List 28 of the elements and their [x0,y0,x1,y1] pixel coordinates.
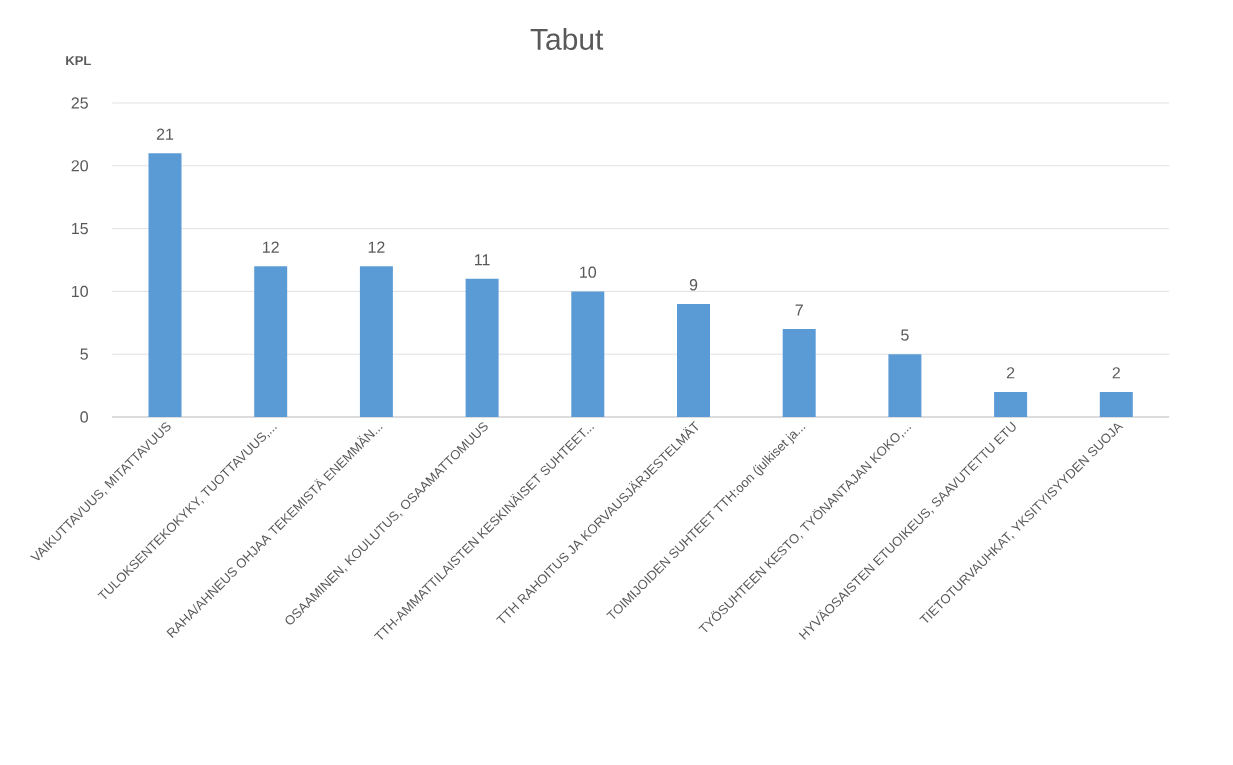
bar [677,303,710,417]
bar [888,354,922,417]
data-label: 7 [795,304,803,316]
data-label: 2 [1006,367,1015,379]
data-label: 21 [156,128,174,140]
y-tick-label: 5 [80,348,88,360]
y-axis-title: KPL [66,56,91,66]
bar [571,291,605,417]
chart-title: Tabut [530,27,604,50]
data-label: 11 [475,254,490,266]
y-tick-label: 20 [71,160,88,172]
bar [465,278,499,417]
data-label: 2 [1112,367,1120,379]
data-label: 12 [263,241,279,253]
y-tick-label: 0 [80,411,88,423]
bar [148,153,182,417]
data-label: 5 [901,329,909,341]
bar [359,266,393,417]
bar [994,391,1028,417]
bar [782,329,816,417]
y-tick-label: 15 [72,223,88,235]
y-tick-label: 25 [71,97,88,109]
data-label: 10 [580,266,597,278]
bar [254,266,288,417]
data-label: 9 [689,279,698,291]
bar [1099,391,1133,417]
y-tick-label: 10 [72,285,88,298]
data-label: 12 [368,241,385,253]
